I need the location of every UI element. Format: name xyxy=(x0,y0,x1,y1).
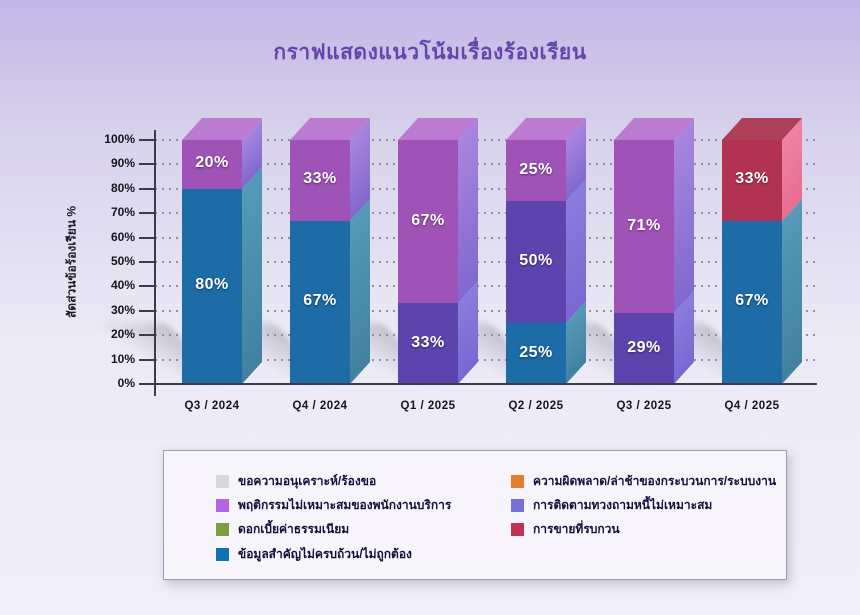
bar-value-label: 25% xyxy=(519,343,553,361)
bar-segment xyxy=(506,201,566,323)
y-tick-label: 50% xyxy=(110,254,135,268)
y-tick-label: 80% xyxy=(110,180,135,195)
legend-label: ข้อมูลสำคัญไม่ครบถ้วน/ไม่ถูกต้อง xyxy=(238,547,412,561)
bar-segment-side xyxy=(458,118,478,304)
bar-segment-side xyxy=(566,179,586,323)
gridline xyxy=(155,187,818,190)
legend-item: ความผิดพลาด/ล่าช้าของกระบวนการ/ระบบงาน xyxy=(511,472,776,491)
bar-segment xyxy=(290,220,350,384)
x-category-label: Q4 / 2025 xyxy=(724,400,780,412)
bar-segment xyxy=(290,140,350,221)
bar-value-label: 33% xyxy=(303,170,337,188)
bar-segment xyxy=(722,220,782,384)
legend-label: การขายที่รบกวน xyxy=(533,522,620,536)
legend-label: ดอกเบี้ยค่าธรรมเนียม xyxy=(238,522,350,536)
y-tick-label: 40% xyxy=(110,278,135,293)
y-tick-label: 30% xyxy=(110,302,135,317)
legend-label: ความผิดพลาด/ล่าช้าของกระบวนการ/ระบบงาน xyxy=(533,474,777,488)
gridline xyxy=(155,236,818,239)
y-axis-tick xyxy=(139,187,155,190)
y-axis-tick xyxy=(139,334,155,337)
gridline xyxy=(155,309,818,312)
gridline xyxy=(155,261,818,263)
bar-value-label: 25% xyxy=(519,160,553,178)
gridline xyxy=(155,358,818,361)
bar-value-label: 20% xyxy=(195,154,229,172)
legend-swatch xyxy=(216,523,229,536)
legend-label: ขอความอนุเคราะห์/ร้องขอ xyxy=(238,474,377,488)
bar-value-label: 67% xyxy=(735,292,769,310)
legend-item: พฤติกรรมไม่เหมาะสมของพนักงานบริการ xyxy=(216,496,451,515)
y-tick-label: 70% xyxy=(110,205,135,220)
legend-item: ขอความอนุเคราะห์/ร้องขอ xyxy=(216,472,376,491)
bar-value-label: 33% xyxy=(735,170,769,188)
bar-segment-side xyxy=(782,198,802,384)
legend-swatch xyxy=(511,523,524,536)
chart-title: กราฟแสดงแนวโน้มเรื่องร้องเรียน xyxy=(273,41,587,64)
legend-item: ข้อมูลสำคัญไม่ครบถ้วน/ไม่ถูกต้อง xyxy=(216,545,412,564)
bar-segment xyxy=(398,303,458,384)
legend-swatch xyxy=(216,499,229,512)
gridline xyxy=(155,163,818,166)
legend-item: การขายที่รบกวน xyxy=(511,520,620,539)
bar-segment xyxy=(506,323,566,384)
x-category-label: Q3 / 2024 xyxy=(184,400,240,412)
legend-swatch xyxy=(511,475,524,488)
gridline xyxy=(155,334,818,337)
legend-swatch xyxy=(511,499,524,512)
bar-segment-side xyxy=(350,198,370,384)
bar-segment xyxy=(614,313,674,384)
gridline xyxy=(155,212,818,215)
gridline xyxy=(155,285,818,288)
x-category-label: Q1 / 2025 xyxy=(400,400,456,412)
bar-segment-side xyxy=(242,166,262,384)
y-tick-label: 0% xyxy=(117,376,135,390)
y-tick-label: 20% xyxy=(110,327,135,342)
y-tick-label: 90% xyxy=(110,156,135,171)
bar-value-label: 67% xyxy=(411,211,445,229)
y-axis-tick xyxy=(139,261,155,263)
y-axis-tick xyxy=(139,383,155,385)
y-axis-label: สัดส่วนข้อร้องเรียน % xyxy=(64,205,79,319)
bar-value-label: 71% xyxy=(627,216,661,234)
x-category-label: Q3 / 2025 xyxy=(616,400,672,412)
legend-swatch xyxy=(216,548,229,561)
bar-segment xyxy=(182,188,242,384)
y-axis-tick xyxy=(139,285,155,288)
y-tick-label: 60% xyxy=(110,229,135,244)
bar-segment xyxy=(398,140,458,304)
y-axis-tick xyxy=(139,236,155,239)
legend-swatch xyxy=(216,475,229,488)
bar-segment xyxy=(722,140,782,221)
bar-segment xyxy=(614,140,674,314)
bar-segment xyxy=(182,140,242,189)
legend-item: ดอกเบี้ยค่าธรรมเนียม xyxy=(216,520,349,539)
gridline xyxy=(155,139,818,141)
legend-label: การติดตามทวงถามหนี้ไม่เหมาะสม xyxy=(533,498,713,512)
x-category-label: Q2 / 2025 xyxy=(508,400,564,412)
y-axis-tick xyxy=(139,163,155,166)
legend-label: พฤติกรรมไม่เหมาะสมของพนักงานบริการ xyxy=(238,498,452,512)
bar-value-label: 29% xyxy=(627,338,661,356)
bar-value-label: 67% xyxy=(303,292,337,310)
legend-box: ขอความอนุเคราะห์/ร้องขอพฤติกรรมไม่เหมาะส… xyxy=(163,450,787,580)
legend-item: การติดตามทวงถามหนี้ไม่เหมาะสม xyxy=(511,496,712,515)
y-axis-tick xyxy=(139,139,155,141)
bar-segment xyxy=(506,140,566,201)
bar-value-label: 33% xyxy=(411,333,445,351)
y-axis-tick xyxy=(139,309,155,312)
x-category-label: Q4 / 2024 xyxy=(292,400,348,412)
x-axis-baseline xyxy=(154,383,817,385)
bar-segment-side xyxy=(674,118,694,314)
y-axis-tick xyxy=(139,212,155,215)
y-tick-label: 100% xyxy=(104,132,135,146)
bar-value-label: 80% xyxy=(195,276,229,294)
y-tick-label: 10% xyxy=(110,351,135,366)
bar-value-label: 50% xyxy=(519,252,553,269)
y-axis-line xyxy=(154,130,156,396)
y-axis-tick xyxy=(139,358,155,361)
